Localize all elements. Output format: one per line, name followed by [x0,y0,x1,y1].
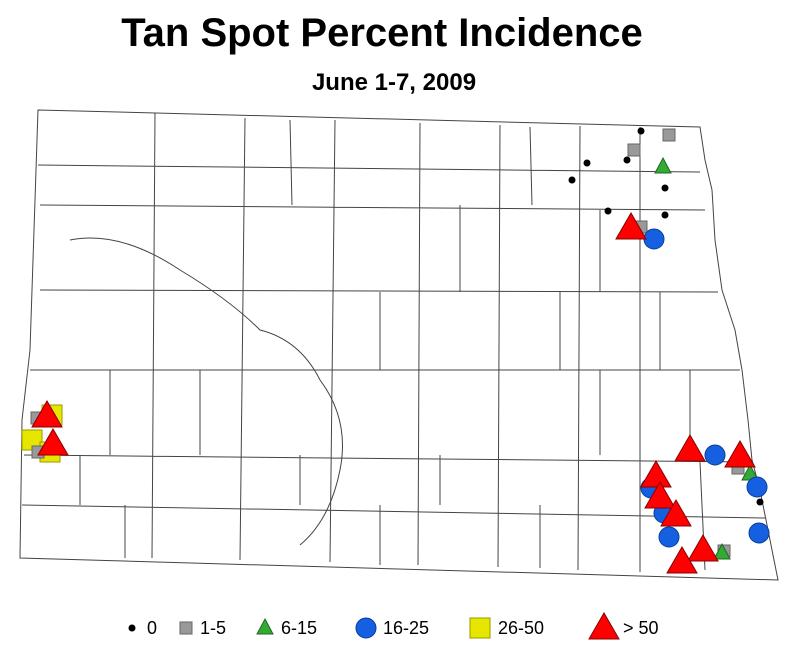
legend-label: > 50 [623,618,659,638]
red-triangle [640,459,672,488]
green-triangle [256,617,274,635]
red-triangle [724,439,756,468]
subtitle: June 1-7, 2009 [312,69,476,96]
dot-marker [128,624,136,632]
red-triangle [674,433,706,462]
red-triangle [37,427,69,456]
dot-marker [637,127,645,135]
legend: 0 1-5 6-15 16-25 26-50 > 50 [128,611,659,640]
green-triangle [654,156,672,174]
gray-square [662,128,676,142]
state-outline [19,109,779,581]
county-lines [21,112,766,572]
red-triangle [31,399,63,428]
dot-marker [623,156,631,164]
title: Tan Spot Percent Incidence [121,11,643,55]
blue-circle [748,522,770,544]
red-triangle [666,545,698,574]
red-triangle [660,498,692,527]
legend-label: 26-50 [498,618,544,638]
blue-circle [658,526,680,548]
gray-square [627,143,641,157]
red-triangle [615,211,647,240]
blue-circle [704,444,726,466]
blue-circle [355,617,377,639]
dot-marker [568,176,576,184]
state-map [19,109,779,581]
red-triangle [687,533,719,562]
dot-marker [583,159,591,167]
legend-label: 0 [147,618,157,638]
blue-circle [746,476,768,498]
red-triangle [644,480,676,509]
gray-square [179,621,193,635]
dot-marker [604,207,612,215]
dot-marker [756,498,764,506]
dot-marker [661,184,669,192]
legend-label: 6-15 [281,618,317,638]
dot-marker [661,211,669,219]
legend-label: 1-5 [200,618,226,638]
blue-circle [643,228,665,250]
legend-label: 16-25 [383,618,429,638]
green-triangle [713,542,731,560]
river [69,237,343,546]
red-triangle [588,611,620,640]
observation-markers [21,127,770,574]
yellow-square [469,617,491,639]
